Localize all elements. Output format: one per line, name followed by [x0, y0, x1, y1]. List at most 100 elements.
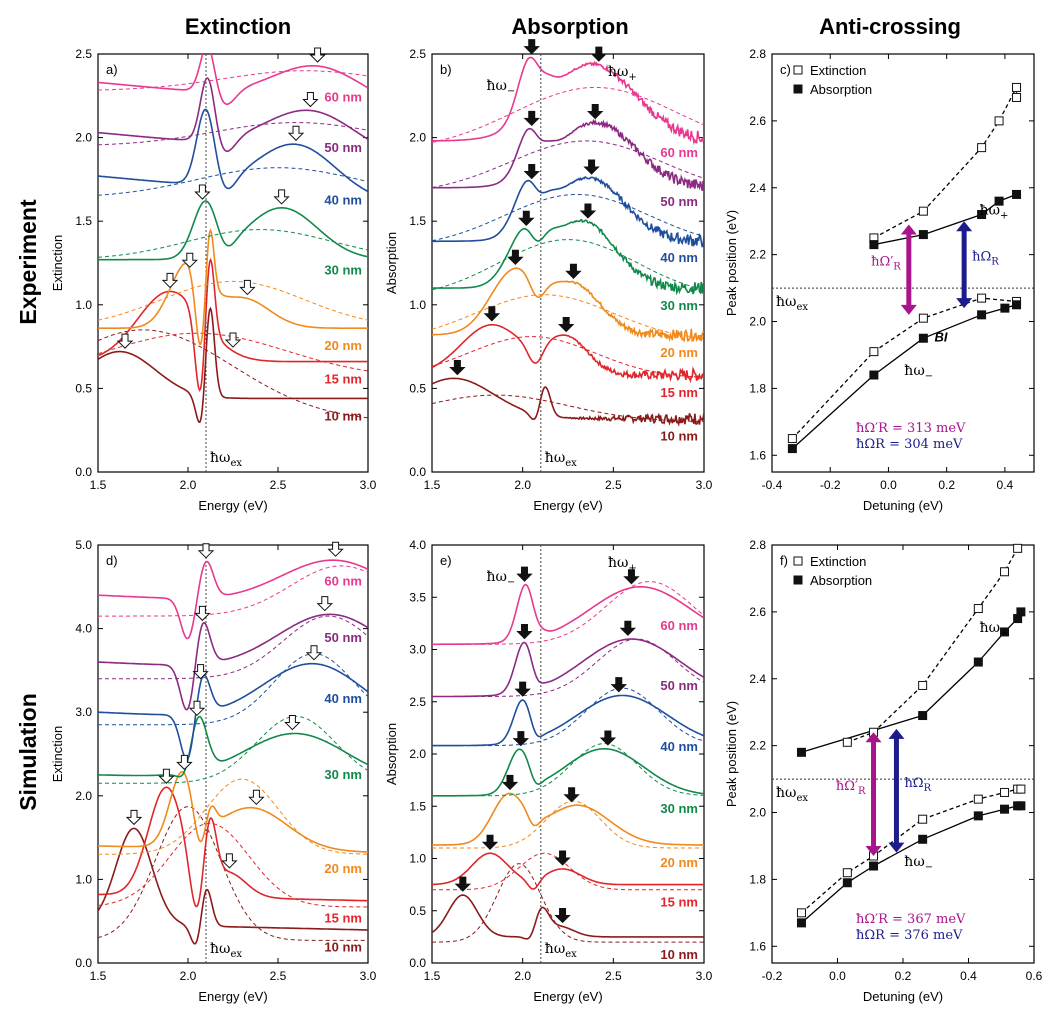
- x-tick-label: 2.0: [180, 478, 197, 492]
- y-tick-label: 4.0: [409, 538, 426, 552]
- peak-arrow: [523, 110, 540, 127]
- point-absorption: [977, 310, 987, 320]
- point-absorption: [918, 333, 928, 343]
- peak-arrow: [161, 272, 179, 289]
- y-tick-label: 2.4: [749, 672, 766, 686]
- peak-arrow: [516, 566, 533, 582]
- point-extinction: [842, 868, 852, 878]
- series-label: 15 nm: [660, 385, 698, 400]
- exciton-label: ħωex: [776, 294, 808, 313]
- peak-arrow: [188, 700, 206, 717]
- series-fit-60nm: [98, 70, 368, 91]
- peak-arrow: [623, 569, 640, 585]
- point-absorption: [973, 811, 983, 821]
- bi-label: BI: [934, 330, 947, 345]
- series-label: 20 nm: [324, 861, 362, 876]
- series-label: 10 nm: [324, 408, 362, 423]
- peak-arrow: [514, 681, 531, 697]
- series-line-15nm: [98, 257, 368, 392]
- point-absorption: [869, 861, 879, 871]
- peak-arrow: [554, 850, 571, 866]
- x-tick-label: 3.0: [696, 969, 713, 983]
- series-label: 50 nm: [324, 630, 362, 645]
- point-absorption: [973, 657, 983, 667]
- point-absorption: [1012, 300, 1022, 310]
- point-extinction: [1012, 82, 1022, 92]
- exciton-label: ħωex: [210, 941, 242, 960]
- rabi-label: ħΩ′R: [871, 255, 901, 273]
- series-label: 40 nm: [324, 192, 362, 207]
- y-tick-label: 5.0: [75, 538, 92, 552]
- title-extinction: Extinction: [185, 14, 291, 39]
- rabi-arrow-head: [956, 298, 973, 309]
- y-axis-label: Absorption: [384, 723, 399, 785]
- peak-arrow: [599, 730, 617, 746]
- rabi-label: ħΩR: [972, 250, 999, 268]
- peak-arrow: [248, 789, 265, 806]
- peak-arrow: [302, 92, 319, 108]
- series-label: 10 nm: [660, 947, 698, 962]
- y-tick-label: 0.0: [409, 956, 426, 970]
- y-tick-label: 2.6: [749, 114, 766, 128]
- series-line-50nm: [98, 77, 368, 152]
- series-line-10nm: [432, 894, 704, 940]
- series-line-60nm: [98, 559, 368, 640]
- point-absorption: [1016, 801, 1026, 811]
- x-tick-label: 2.5: [605, 969, 622, 983]
- x-tick-label: -0.2: [820, 478, 841, 492]
- panel-d: 1.5 2.0 2.5 3.0 0.0 1.0 2.0 3.0 4.0 5.0 Energy (eV…: [50, 538, 377, 1004]
- series-line-15nm: [432, 324, 704, 384]
- y-axis-label: Peak position (eV): [724, 210, 739, 316]
- point-absorption: [994, 196, 1004, 206]
- point-absorption: [796, 918, 806, 928]
- x-tick-label: 0.0: [880, 478, 897, 492]
- y-tick-label: 2.0: [749, 806, 766, 820]
- peak-arrow: [590, 46, 608, 62]
- x-tick-label: 0.2: [895, 969, 912, 983]
- series-fit-20nm: [432, 294, 704, 339]
- point-absorption: [787, 444, 797, 454]
- series-label: 40 nm: [660, 739, 698, 754]
- panel-label: b): [440, 62, 452, 77]
- peak-arrow: [583, 159, 600, 175]
- peak-arrow: [194, 605, 211, 622]
- y-axis-label: Absorption: [384, 232, 399, 294]
- series-label: 30 nm: [660, 298, 698, 313]
- point-extinction: [973, 604, 983, 614]
- y-axis-label: Peak position (eV): [724, 701, 739, 807]
- series-label: 60 nm: [660, 618, 698, 633]
- x-tick-label: 2.0: [514, 478, 531, 492]
- peak-arrow: [619, 620, 637, 636]
- series-line-15nm: [98, 786, 368, 908]
- y-tick-label: 2.2: [749, 739, 766, 753]
- y-tick-label: 4.0: [75, 622, 92, 636]
- peak-arrow: [579, 203, 597, 219]
- point-absorption: [842, 878, 852, 888]
- legend-marker-absorption: [793, 84, 803, 94]
- series-line-40nm: [98, 662, 368, 761]
- peak-arrow: [557, 317, 575, 333]
- point-absorption: [977, 210, 987, 220]
- row-title-simulation: Simulation: [15, 693, 41, 811]
- series-label: 30 nm: [324, 263, 362, 278]
- series-line-20nm: [432, 267, 704, 343]
- point-absorption: [918, 711, 928, 721]
- series-line-10nm: [98, 827, 368, 945]
- series-fit-10nm: [432, 863, 704, 943]
- rabi-arrow-head: [865, 732, 882, 743]
- point-absorption: [869, 240, 879, 250]
- y-tick-label: 2.8: [749, 47, 766, 61]
- point-extinction: [918, 206, 928, 216]
- legend-marker-extinction: [793, 556, 803, 566]
- x-tick-label: 0.0: [829, 969, 846, 983]
- point-absorption: [1000, 303, 1010, 313]
- y-axis-label: Extinction: [50, 235, 65, 291]
- omega-minus-label: ħω−: [486, 78, 515, 97]
- y-tick-label: 0.0: [75, 465, 92, 479]
- y-tick-label: 1.8: [749, 381, 766, 395]
- y-tick-label: 2.5: [409, 47, 426, 61]
- point-extinction: [918, 814, 928, 824]
- series-label: 30 nm: [324, 767, 362, 782]
- series-fit-40nm: [432, 193, 704, 242]
